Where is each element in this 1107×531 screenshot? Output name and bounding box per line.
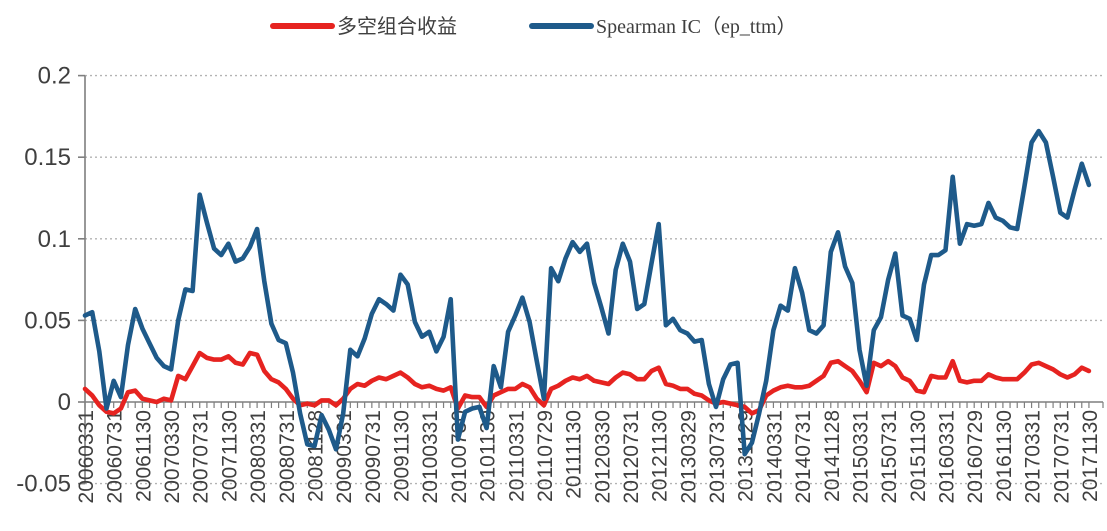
- legend-label-1: Spearman IC（ep_ttm）: [596, 15, 797, 38]
- x-axis-label: 20121130: [649, 410, 672, 502]
- y-axis-label: 0: [58, 389, 71, 416]
- x-axis-label: 20060331: [75, 410, 98, 503]
- x-axis-label: 20110729: [534, 410, 557, 502]
- y-axis-label: 0.15: [24, 144, 71, 171]
- x-axis-label: 20160331: [936, 410, 959, 503]
- x-axis-label: 20120731: [620, 410, 643, 503]
- x-axis-label: 20080731: [276, 410, 299, 503]
- x-axis-label: 20090731: [362, 410, 385, 503]
- x-axis-label: 20100730: [448, 410, 471, 503]
- x-axis-label: 20120330: [591, 410, 614, 503]
- x-axis-label: 20070330: [161, 410, 184, 503]
- x-axis-label: 20150331: [849, 410, 872, 503]
- x-axis-label: 20111130: [563, 410, 586, 499]
- x-axis-label: 20130329: [677, 410, 700, 503]
- x-axis-label: 20090331: [333, 410, 356, 503]
- series-line-long-short-return: [82, 350, 1092, 416]
- x-axis-label: 20170731: [1050, 410, 1073, 503]
- x-axis-label: 20091130: [391, 410, 414, 502]
- y-axis-label: 0.05: [24, 307, 71, 334]
- x-axis-label: 20150731: [878, 410, 901, 503]
- x-axis-label: 20081128: [304, 410, 327, 502]
- x-axis-label: 20160729: [964, 410, 987, 503]
- x-axis-label: 20100331: [419, 410, 442, 503]
- y-axis-label: -0.05: [16, 471, 71, 498]
- x-axis-label: 20130731: [706, 410, 729, 503]
- x-axis-label: 20060731: [104, 410, 127, 503]
- x-axis-label: 20061130: [132, 410, 155, 502]
- legend-label-0: 多空组合收益: [337, 15, 457, 38]
- series-line-spearman-ic: [82, 128, 1092, 457]
- x-axis-label: 20101130: [477, 410, 500, 502]
- x-axis-label: 20170331: [1022, 410, 1045, 503]
- x-axis-label: 20171130: [1079, 410, 1102, 502]
- x-axis-label: 20080331: [247, 410, 270, 503]
- x-axis-label: 20140331: [763, 410, 786, 503]
- x-axis-label: 20140731: [792, 410, 815, 503]
- y-axis-label: 0.1: [38, 226, 71, 253]
- x-axis-label: 20151130: [907, 410, 930, 502]
- x-axis-label: 20070731: [190, 410, 213, 503]
- x-axis-label: 20141128: [821, 410, 844, 502]
- x-axis-label: 20110331: [505, 410, 528, 502]
- y-axis-label: 0.2: [38, 63, 71, 90]
- x-axis-label: 20161130: [993, 410, 1016, 502]
- x-axis-label: 20071130: [218, 410, 241, 502]
